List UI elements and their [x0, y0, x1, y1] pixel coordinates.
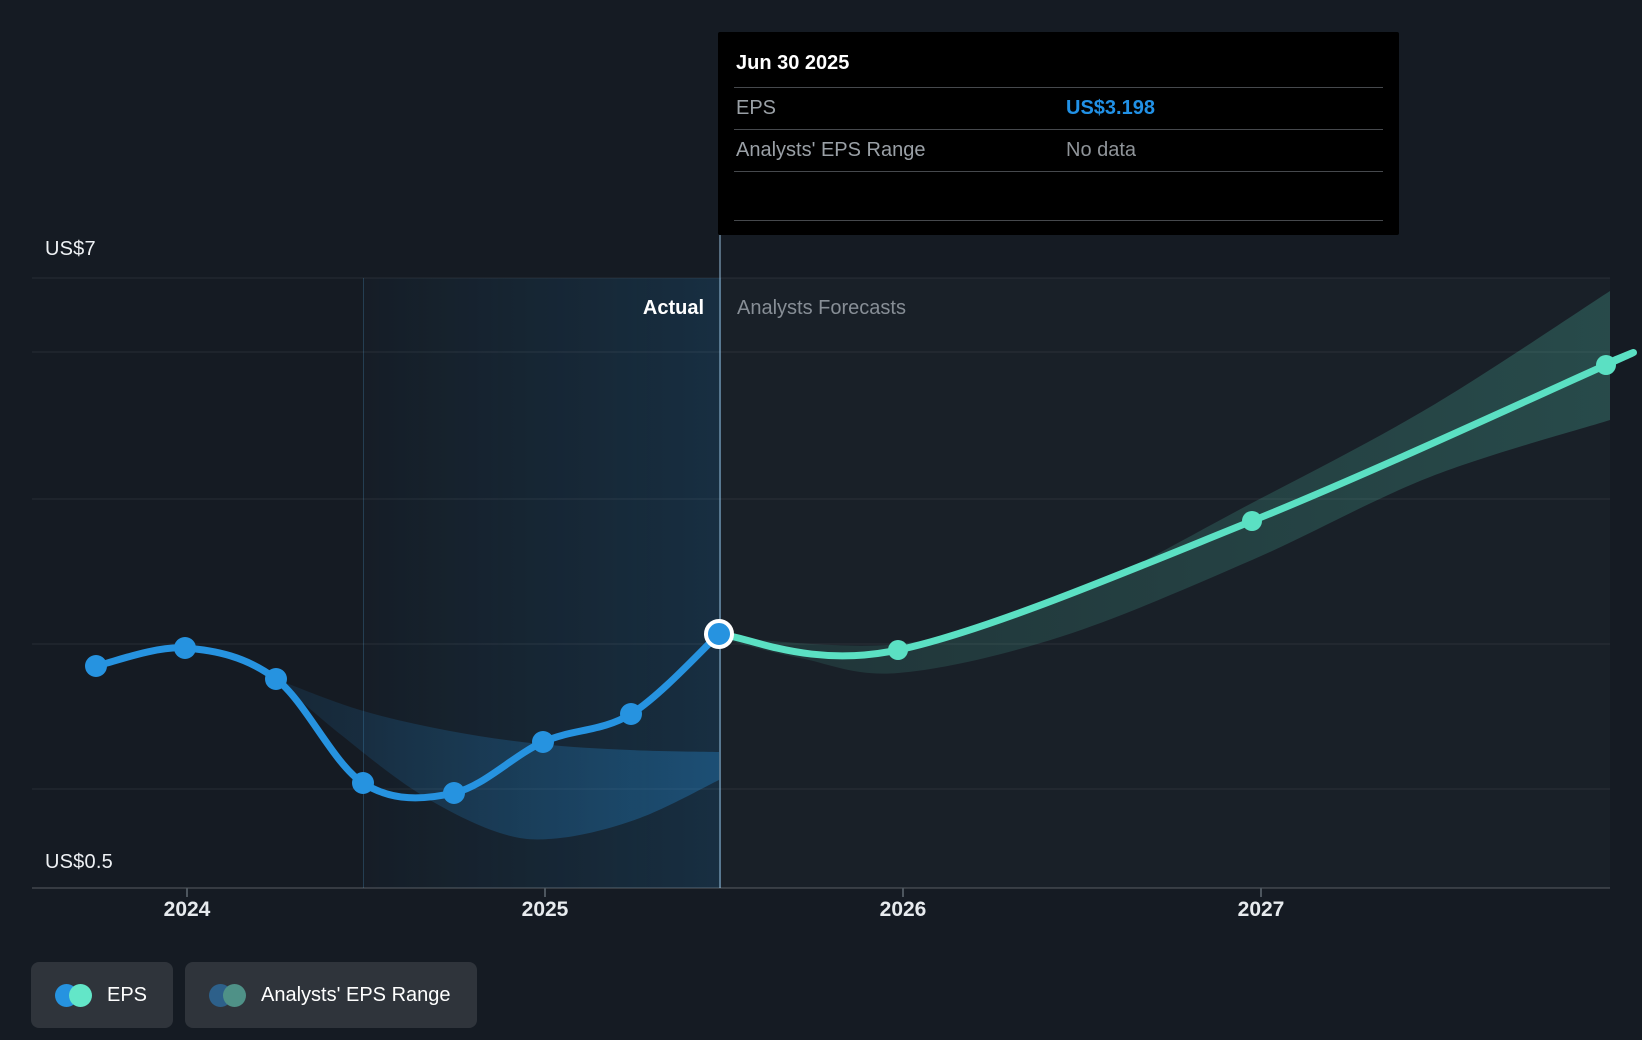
chart-tooltip: Jun 30 2025 EPS US$3.198 Analysts' EPS Ran…: [718, 32, 1399, 235]
y-axis-bottom-label: US$0.5: [45, 851, 113, 873]
analysts-range-band-forecast: [722, 291, 1610, 674]
tooltip-rows: EPS US$3.198 Analysts' EPS Range No data: [734, 88, 1383, 172]
x-tick-label-2024: 2024: [163, 898, 211, 921]
x-tick-label-2025: 2025: [521, 898, 569, 921]
y-axis-top-label: US$7: [45, 238, 96, 260]
actual-eps-point[interactable]: [620, 703, 642, 725]
legend-chip-label: Analysts' EPS Range: [261, 983, 451, 1006]
legend-dot-icon: [223, 983, 247, 1007]
tooltip-row-value: No data: [1066, 139, 1137, 161]
x-tick-label-2026: 2026: [879, 898, 927, 921]
tooltip-row: EPS US$3.198: [734, 88, 1383, 130]
actual-eps-point[interactable]: [265, 668, 287, 690]
tooltip-row: Analysts' EPS Range No data: [734, 130, 1383, 172]
forecast-eps-point[interactable]: [888, 640, 908, 660]
legend-series-dots-icon: [55, 983, 92, 1007]
forecast-zone-label: Analysts Forecasts: [737, 297, 906, 319]
chart-legend: EPS Analysts' EPS Range: [31, 962, 477, 1028]
legend-series-dots-icon: [209, 983, 247, 1007]
actual-eps-point[interactable]: [85, 655, 107, 677]
actual-eps-point[interactable]: [174, 637, 196, 659]
tooltip-row-label: EPS: [736, 97, 777, 119]
tooltip-date: Jun 30 2025: [734, 46, 1383, 88]
legend-chip-eps[interactable]: EPS: [31, 962, 174, 1028]
actual-eps-point[interactable]: [443, 782, 465, 804]
legend-dot-icon: [69, 983, 92, 1007]
legend-chip-analysts-eps-range[interactable]: Analysts' EPS Range: [185, 962, 477, 1028]
actual-zone-label: Actual: [642, 297, 704, 319]
forecast-eps-point[interactable]: [1242, 511, 1262, 531]
actual-eps-point[interactable]: [532, 731, 554, 753]
legend-chip-label: EPS: [107, 983, 148, 1006]
tooltip-row-label: Analysts' EPS Range: [736, 139, 926, 161]
actual-eps-point[interactable]: [352, 772, 374, 794]
analysts-range-band-actual: [276, 679, 719, 840]
forecast-eps-point[interactable]: [1596, 355, 1616, 375]
selected-eps-point[interactable]: [704, 619, 734, 649]
tooltip-row-value: US$3.198: [1066, 97, 1155, 119]
tooltip-footer-divider: [734, 220, 1383, 221]
x-tick-label-2027: 2027: [1237, 898, 1285, 921]
